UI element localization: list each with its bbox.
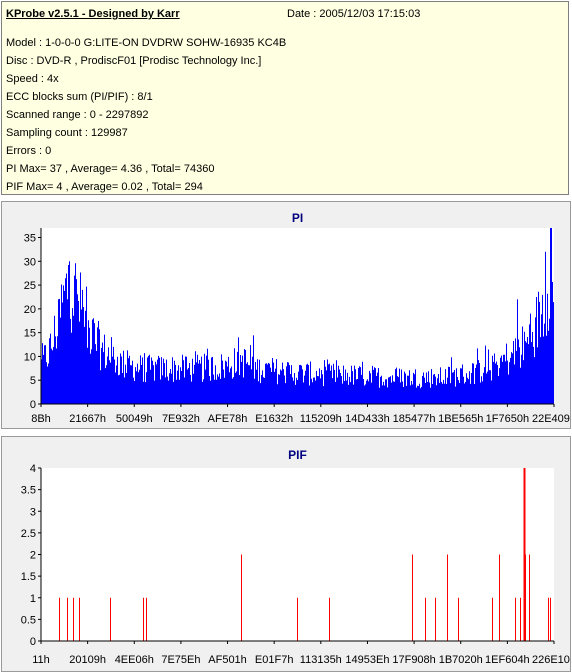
info-model: Model : 1-0-0-0 G:LITE-ON DVDRW SOHW-169…: [6, 37, 287, 49]
chart-title: PI: [292, 211, 303, 225]
x-tick-label: 50049h: [116, 413, 153, 425]
x-tick-label: 1EF604h: [485, 654, 530, 666]
pif-chart-panel: PIF 0 0.5 1 1.5 2 2.5 3 3.5 4 11h 20109h 4EE06h 7E75E…: [1, 436, 571, 672]
x-tick-label: 20109h: [69, 654, 106, 666]
y-tick-label: 30: [24, 256, 36, 268]
pif-chart: PIF 0 0.5 1 1.5 2 2.5 3 3.5 4 11h 20109h 4EE06h 7E75E…: [21, 448, 570, 666]
x-tick-label: 7E932h: [162, 413, 200, 425]
info-lines: Model : 1-0-0-0 G:LITE-ON DVDRW SOHW-169…: [6, 34, 286, 196]
y-tick-label: 2: [30, 550, 36, 562]
x-tick-label: 115209h: [300, 413, 342, 425]
x-tick-label: 1F7650h: [486, 413, 529, 425]
y-tick-label: 35: [24, 233, 36, 245]
info-ecc-blocks: ECC blocks sum (PI/PIF) : 8/1: [6, 91, 153, 103]
scan-date: Date : 2005/12/03 17:15:03: [287, 8, 421, 20]
y-tick-label: 0.5: [21, 614, 36, 626]
info-pi-stats: PI Max= 37 , Average= 4.36 , Total= 7436…: [6, 163, 215, 175]
y-tick-label: 20: [24, 304, 36, 316]
pi-chart: PI 0 5 10 15 20 25 30 35 8Bh 21667h 50049h 7E932h AFE…: [24, 211, 570, 425]
x-tick-label: 8Bh: [31, 413, 51, 425]
y-tick-label: 25: [24, 280, 36, 292]
info-speed: Speed : 4x: [6, 73, 59, 85]
x-tick-label: AFE78h: [208, 413, 248, 425]
info-errors: Errors : 0: [6, 145, 52, 157]
y-tick-label: 10: [24, 351, 36, 363]
y-tick-label: 2.5: [21, 528, 36, 540]
y-tick-label: 1: [30, 593, 36, 605]
x-tick-label: AF501h: [208, 654, 247, 666]
x-tick-label: 4EE06h: [115, 654, 154, 666]
info-scanned-range: Scanned range : 0 - 2297892: [6, 109, 149, 121]
x-tick-label: 113135h: [300, 654, 342, 666]
y-tick-label: 3.5: [21, 485, 36, 497]
x-tick-label: 7E75Eh: [161, 654, 200, 666]
x-tick-label: 185477h: [393, 413, 436, 425]
x-tick-label: 11h: [32, 654, 50, 666]
chart-title: PIF: [288, 448, 307, 462]
pi-chart-panel: PI 0 5 10 15 20 25 30 35 8Bh 21667h 50049h 7E932h AFE…: [1, 201, 571, 429]
info-sampling-count: Sampling count : 129987: [6, 127, 128, 139]
x-tick-label: E1632h: [255, 413, 293, 425]
x-tick-label: 21667h: [69, 413, 106, 425]
y-tick-label: 0: [30, 399, 36, 411]
y-tick-label: 4: [30, 463, 36, 475]
y-tick-label: 0: [30, 636, 36, 648]
info-disc: Disc : DVD-R , ProdiscF01 [Prodisc Techn…: [6, 55, 262, 67]
y-tick-label: 5: [30, 375, 36, 387]
x-tick-label: E01F7h: [255, 654, 294, 666]
info-pif-stats: PIF Max= 4 , Average= 0.02 , Total= 294: [6, 181, 203, 193]
y-tick-label: 1.5: [21, 571, 36, 583]
x-tick-label: 14D433h: [345, 413, 390, 425]
x-tick-label: 1B7020h: [439, 654, 483, 666]
x-tick-label: 226E10h: [532, 654, 570, 666]
x-tick-label: 14953Eh: [345, 654, 389, 666]
x-tick-label: 22E409h: [532, 413, 570, 425]
y-tick-label: 3: [30, 506, 36, 518]
app-title: KProbe v2.5.1 - Designed by Karr: [6, 8, 180, 20]
x-tick-label: 1BE565h: [438, 413, 483, 425]
x-tick-label: 17F908h: [392, 654, 435, 666]
info-panel: KProbe v2.5.1 - Designed by Karr Date : …: [1, 1, 569, 195]
y-tick-label: 15: [24, 328, 36, 340]
